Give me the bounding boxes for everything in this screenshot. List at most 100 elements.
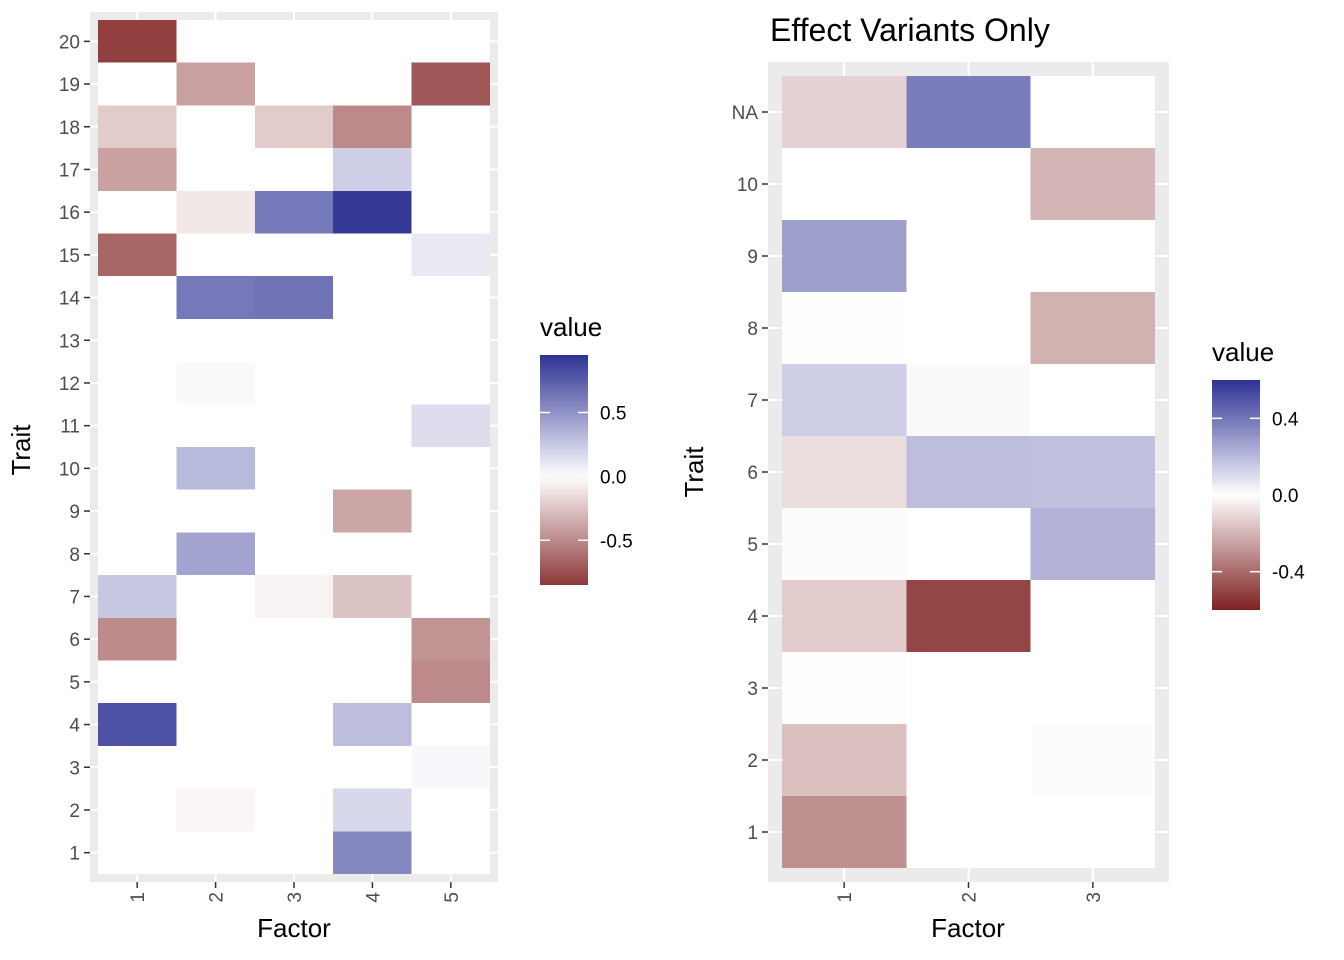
heatmap-tile (782, 580, 907, 652)
y-tick-label: 15 (59, 246, 80, 267)
heatmap-tile (333, 575, 412, 618)
x-tick-label: 3 (285, 892, 306, 903)
x-axis-title: Factor (931, 913, 1005, 943)
y-tick-label: 9 (69, 502, 80, 523)
y-tick-label: 4 (747, 607, 758, 628)
legend-title: value (1212, 337, 1274, 367)
heatmap-tile (333, 489, 412, 533)
heatmap-tile (1030, 292, 1155, 364)
heatmap-tile (254, 575, 334, 618)
heatmap-tile (254, 105, 334, 149)
heatmap-tile (782, 652, 907, 724)
y-tick-label: 12 (59, 374, 80, 395)
legend-title: value (540, 312, 602, 342)
y-tick-label: 10 (737, 175, 758, 196)
y-tick-label: 6 (69, 630, 80, 651)
heatmap-tile (1030, 436, 1155, 508)
heatmap-tile (782, 292, 907, 364)
x-tick-label: 1 (835, 892, 856, 903)
y-tick-label: 3 (69, 758, 80, 779)
legend-colorbar (540, 355, 588, 585)
heatmap-tile (98, 148, 177, 191)
heatmap-tile (411, 745, 490, 789)
heatmap-tile (782, 76, 907, 148)
heatmap-tile (782, 796, 907, 868)
color-legend: value 0.4 0.0 -0.4 (1212, 337, 1305, 610)
legend-tick-label: -0.4 (1272, 563, 1305, 584)
heatmap-tile (98, 233, 177, 277)
x-tick-label: 2 (960, 892, 981, 903)
y-tick-label: 1 (747, 823, 758, 844)
heatmap-tile (411, 404, 490, 447)
heatmap-tile (1030, 724, 1155, 796)
y-tick-label: 13 (59, 331, 80, 352)
heatmap-tile (411, 62, 490, 106)
heatmap-tile (333, 831, 412, 874)
heatmap-tile (98, 617, 177, 661)
heatmap-tile (176, 447, 255, 490)
y-tick-label: 5 (747, 535, 758, 556)
y-tick-label: 5 (69, 673, 80, 694)
heatmap-tile (906, 436, 1031, 508)
x-tick-label: 1 (128, 892, 149, 903)
heatmap-tile (333, 788, 412, 832)
y-tick-label: 8 (69, 545, 80, 566)
heatmap-panel-2: 1 2 3 4 5 6 7 8 9 10 NA 1 2 3 Factor Trait Effect Varian… (679, 12, 1305, 943)
heatmap-tile (254, 276, 334, 319)
y-tick-label: 2 (747, 751, 758, 772)
heatmap-tile (98, 105, 177, 149)
heatmap-tile (176, 361, 255, 405)
y-tick-label: NA (732, 103, 759, 124)
heatmap-tile (333, 703, 412, 746)
heatmap-tile (411, 617, 490, 661)
x-axis-title: Factor (257, 913, 331, 943)
x-tick-label: 3 (1084, 892, 1105, 903)
heatmap-tile (333, 190, 412, 234)
y-tick-label: 11 (60, 417, 80, 438)
legend-tick-label: 0.4 (1272, 409, 1299, 430)
y-tick-label: 6 (747, 463, 758, 484)
legend-tick-label: 0.0 (1272, 486, 1298, 507)
legend-tick-label: -0.5 (600, 531, 633, 552)
heatmap-tile (1030, 148, 1155, 220)
heatmap-tile (176, 532, 255, 576)
heatmap-tile (1030, 508, 1155, 580)
y-tick-label: 10 (59, 459, 80, 480)
y-tick-label: 14 (59, 289, 81, 310)
heatmap-tile (333, 105, 412, 149)
heatmap-tile (782, 724, 907, 796)
heatmap-tile (411, 660, 490, 704)
heatmap-tile (176, 788, 255, 832)
heatmap-tile (254, 190, 334, 234)
heatmap-tile (411, 233, 490, 277)
heatmap-tile (906, 364, 1031, 436)
legend-tick-label: 0.5 (600, 404, 626, 425)
heatmap-tile (333, 148, 412, 191)
y-tick-label: 16 (59, 203, 80, 224)
y-tick-label: 1 (69, 844, 80, 865)
heatmap-tile (906, 580, 1031, 652)
chart-title: Effect Variants Only (770, 12, 1050, 48)
heatmap-tile (782, 436, 907, 508)
y-tick-label: 7 (69, 587, 80, 608)
heatmap-tile (906, 76, 1031, 148)
y-tick-label: 20 (59, 32, 80, 53)
y-tick-label: 9 (747, 247, 758, 268)
y-axis-title: Trait (6, 424, 36, 476)
y-tick-label: 8 (747, 319, 758, 340)
heatmap-tile (782, 364, 907, 436)
y-tick-label: 19 (59, 75, 80, 96)
color-legend: value 0.5 0.0 -0.5 (540, 312, 633, 585)
y-tick-label: 17 (59, 160, 80, 181)
y-tick-label: 3 (747, 679, 758, 700)
heatmap-tile (782, 508, 907, 580)
heatmap-tile (98, 20, 177, 63)
legend-tick-label: 0.0 (600, 467, 626, 488)
x-tick-label: 4 (363, 892, 384, 903)
heatmap-tile (98, 703, 177, 746)
x-tick-label: 2 (207, 892, 228, 903)
y-tick-label: 4 (69, 716, 80, 737)
heatmap-tile (176, 276, 255, 319)
